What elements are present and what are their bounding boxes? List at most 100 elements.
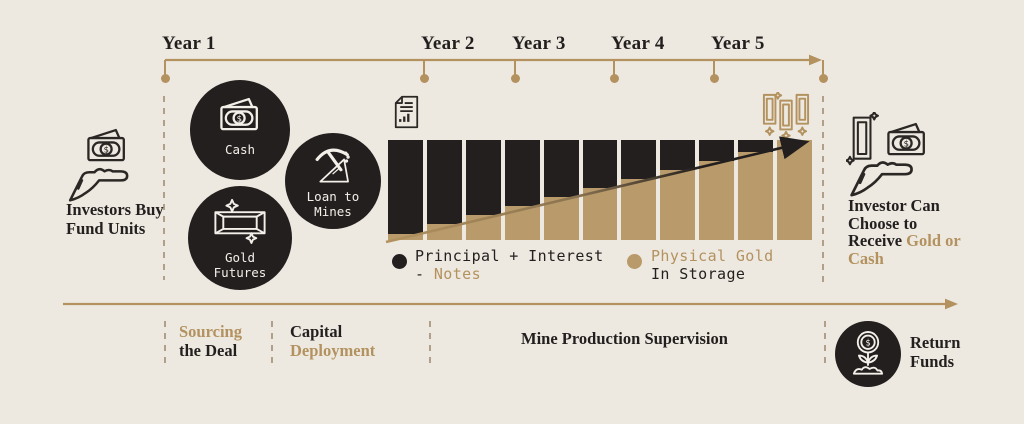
phase-return-line2: Funds xyxy=(910,352,955,371)
phase-capital-line1: Capital xyxy=(290,322,343,341)
stacked-bar xyxy=(465,140,501,240)
year-label: Year 3 xyxy=(512,33,566,54)
stacked-bar xyxy=(388,140,423,240)
bar-gold-segment xyxy=(582,188,618,240)
outro-line3-gold: Gold or xyxy=(906,231,961,250)
stacked-bar xyxy=(738,140,774,240)
year-label: Year 2 xyxy=(421,33,475,54)
notes-document-icon xyxy=(394,95,419,129)
phase-supervision: Mine Production Supervision xyxy=(521,329,728,348)
circle-loan-label: Loan to Mines xyxy=(285,189,381,219)
bar-notes-segment xyxy=(582,140,618,188)
bar-notes-segment xyxy=(504,140,540,206)
bar-gold-segment xyxy=(388,234,423,240)
timeline-tick-dot xyxy=(160,74,170,83)
timeline-tick-stem xyxy=(613,60,615,75)
legend-gold-dot xyxy=(627,254,642,269)
stacked-bar xyxy=(426,140,462,240)
circle-cash-label: Cash xyxy=(224,142,256,157)
legend-notes-line2: - Notes xyxy=(415,265,604,283)
giving-hand-icon xyxy=(850,161,913,197)
timeline-tick-dot xyxy=(709,74,719,83)
year5-dashed-divider xyxy=(822,96,824,283)
circle-loan-label-line1: Loan to xyxy=(306,189,360,204)
circle-cash: $ Cash xyxy=(190,80,290,180)
gold-bars-icon xyxy=(762,92,810,140)
outro-line1: Investor Can xyxy=(848,196,940,215)
timeline-arrow-line xyxy=(165,54,822,66)
bar-notes-segment xyxy=(543,140,579,197)
phase-capital-line2: Deployment xyxy=(290,341,376,360)
legend-physical-gold-line1: Physical Gold xyxy=(651,247,774,265)
timeline-tick-dot xyxy=(609,74,619,83)
return-funds-circle: $ xyxy=(835,321,901,387)
phase-capital: Capital Deployment xyxy=(290,322,375,360)
bar-gold-segment xyxy=(504,206,540,240)
legend-physical-gold: Physical Gold In Storage xyxy=(651,247,774,283)
bar-gold-segment xyxy=(660,170,696,240)
legend-dark-dot xyxy=(392,254,407,269)
phase-divider-2 xyxy=(271,321,273,368)
outro-caption: Investor Can Choose to Receive Gold or C… xyxy=(848,197,961,267)
timeline-tick-dot xyxy=(419,74,429,83)
year1-dashed-divider xyxy=(163,96,165,280)
phase-return-funds: Return Funds xyxy=(910,333,960,371)
gold-bar-icon xyxy=(846,112,879,166)
cash-bills-icon: $ xyxy=(220,97,258,131)
stacked-bar-chart xyxy=(388,140,812,240)
bar-gold-segment xyxy=(543,197,579,240)
legend-physical-gold-line2: In Storage xyxy=(651,265,746,283)
bar-gold-segment xyxy=(465,215,501,240)
timeline-tick-stem xyxy=(164,60,166,75)
timeline-tick-stem xyxy=(423,60,425,75)
bar-notes-segment xyxy=(699,140,735,161)
circle-gold-futures-line1: Gold xyxy=(224,250,256,265)
phase-divider-1 xyxy=(164,321,166,368)
circle-loan-label-line2: Mines xyxy=(314,204,352,219)
stacked-bar xyxy=(777,140,812,240)
phase-divider-3 xyxy=(429,321,431,368)
legend-notes-word: Notes xyxy=(433,265,482,283)
phase-divider-4 xyxy=(824,321,826,368)
bar-notes-segment xyxy=(388,140,423,234)
outro-line3: Receive Gold or xyxy=(848,232,961,250)
phase-return-line1: Return xyxy=(910,333,961,352)
intro-caption-line2: Fund Units xyxy=(66,218,146,238)
circle-gold-futures: Gold Futures xyxy=(188,186,292,290)
legend-notes-line1: Principal + Interest xyxy=(415,247,604,265)
circle-loan-to-mines: Loan to Mines xyxy=(285,133,381,229)
money-bills-icon: $ xyxy=(887,122,925,156)
intro-caption-line1: Investors Buy xyxy=(66,200,164,219)
legend-notes: Principal + Interest - Notes xyxy=(415,247,604,283)
year-label: Year 4 xyxy=(611,33,665,54)
bar-notes-segment xyxy=(465,140,501,215)
top-timeline: Year 1 Year 2 Year 3 Year 4 Year 5 xyxy=(0,0,1024,95)
money-bills-icon: $ xyxy=(87,128,125,162)
phase-sourcing-line2: the Deal xyxy=(179,341,238,360)
year-label: Year 5 xyxy=(711,33,765,54)
bar-gold-segment xyxy=(699,161,735,240)
svg-text:$: $ xyxy=(903,140,908,150)
circle-gold-futures-label: Gold Futures xyxy=(188,250,292,280)
giving-hand-icon xyxy=(68,168,129,202)
timeline-tick-stem xyxy=(713,60,715,75)
outro-line3-dark: Receive xyxy=(848,231,907,250)
bar-notes-segment xyxy=(738,140,774,152)
timeline-tick-dot xyxy=(510,74,520,83)
year-label: Year 1 xyxy=(162,33,216,54)
outro-line2: Choose to xyxy=(848,213,918,233)
outro-line4: Cash xyxy=(848,248,884,268)
gold-ingot-icon xyxy=(214,198,266,244)
legend-notes-dash: - xyxy=(415,265,434,283)
stacked-bar xyxy=(621,140,657,240)
svg-text:$: $ xyxy=(236,115,241,125)
timeline-tick-stem xyxy=(514,60,516,75)
timeline-tick-dot xyxy=(818,74,828,83)
bar-gold-segment xyxy=(426,224,462,240)
stacked-bar xyxy=(699,140,735,240)
pickaxe-icon xyxy=(315,148,350,183)
svg-text:$: $ xyxy=(103,146,108,156)
bar-gold-segment xyxy=(738,152,774,240)
stacked-bar xyxy=(543,140,579,240)
